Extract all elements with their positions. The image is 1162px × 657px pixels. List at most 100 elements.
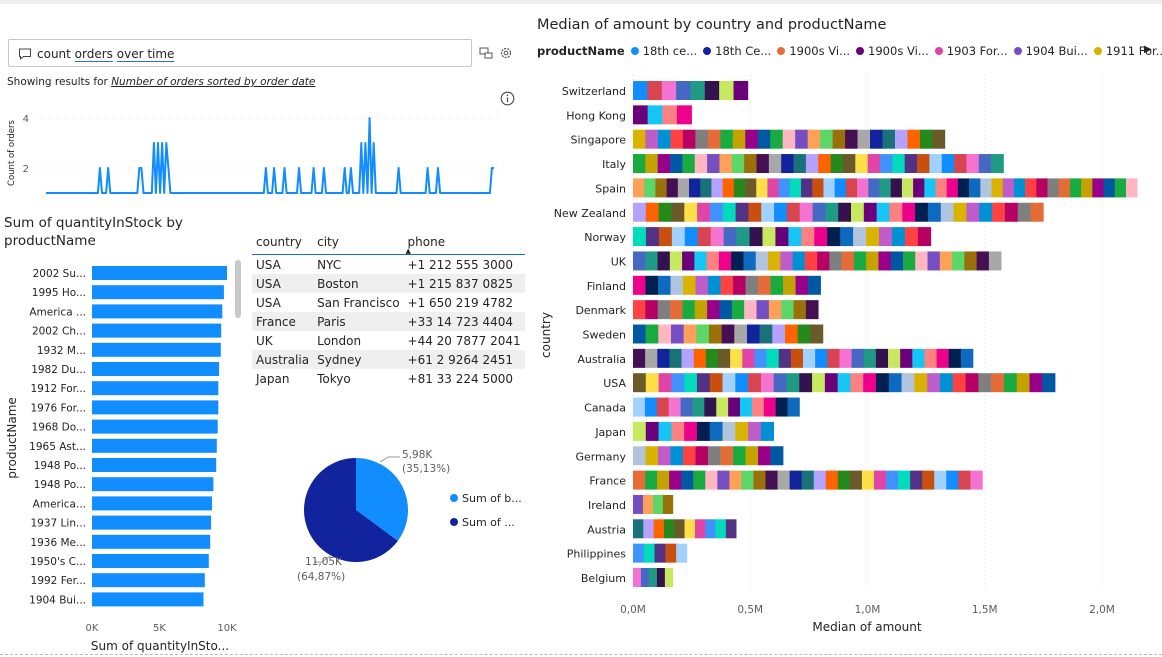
stacked-bar-segment[interactable] [879, 178, 891, 198]
stacked-bar-segment[interactable] [756, 154, 770, 174]
left-bar[interactable] [92, 496, 212, 511]
stacked-bar-segment[interactable] [829, 251, 842, 271]
stacked-bar-segment[interactable] [965, 373, 979, 393]
stacked-bar-segment[interactable] [707, 154, 720, 174]
stacked-bar-segment[interactable] [684, 421, 698, 441]
stacked-bar-segment[interactable] [633, 154, 646, 174]
stacked-bar-segment[interactable] [845, 178, 858, 198]
stacked-bar-segment[interactable] [932, 129, 946, 149]
stacked-bar-segment[interactable] [1004, 202, 1019, 222]
stacked-bar-segment[interactable] [810, 324, 824, 344]
stacked-bar-segment[interactable] [763, 397, 777, 417]
stacked-bar-segment[interactable] [924, 348, 937, 368]
stacked-bar-segment[interactable] [684, 519, 696, 539]
stacked-bar-segment[interactable] [969, 178, 981, 198]
stacked-bar-segment[interactable] [722, 178, 735, 198]
stacked-bar-segment[interactable] [863, 202, 877, 222]
stacked-bar-segment[interactable] [733, 275, 746, 295]
stacked-bar-segment[interactable] [786, 373, 800, 393]
left-bar[interactable] [92, 592, 204, 607]
stacked-bar-segment[interactable] [825, 470, 839, 490]
stacked-bar-segment[interactable] [863, 348, 877, 368]
stacked-bar-segment[interactable] [1002, 178, 1015, 198]
stacked-bar-segment[interactable] [695, 129, 709, 149]
pie-slice[interactable] [304, 458, 398, 562]
stacked-bar-segment[interactable] [644, 178, 656, 198]
stacked-bar-segment[interactable] [633, 470, 646, 490]
stacked-bar-segment[interactable] [757, 129, 771, 149]
stacked-bar-segment[interactable] [902, 202, 916, 222]
stacked-bar-segment[interactable] [789, 470, 802, 490]
stacked-bar-segment[interactable] [1069, 178, 1082, 198]
stacked-bar-segment[interactable] [684, 227, 699, 247]
stacked-bar-segment[interactable] [824, 373, 838, 393]
stacked-bar-segment[interactable] [904, 154, 918, 174]
stacked-bar-segment[interactable] [721, 324, 735, 344]
stacked-bar-segment[interactable] [939, 251, 953, 271]
stacked-bar-segment[interactable] [797, 324, 811, 344]
stacked-bar-segment[interactable] [709, 202, 724, 222]
stacked-bar-segment[interactable] [805, 154, 819, 174]
stacked-bar-segment[interactable] [889, 202, 903, 222]
left-bar[interactable] [92, 304, 223, 319]
stacked-bar-segment[interactable] [1092, 178, 1104, 198]
stacked-bar-segment[interactable] [957, 178, 970, 198]
left-bar-scrollbar[interactable] [235, 260, 241, 318]
stacked-bar-segment[interactable] [640, 568, 650, 587]
stacked-bar-segment[interactable] [745, 275, 759, 295]
stacked-bar-segment[interactable] [682, 129, 696, 149]
legend-item[interactable]: 18th ce... [630, 44, 697, 58]
stacked-bar-segment[interactable] [801, 178, 813, 198]
stacked-bar-segment[interactable] [817, 251, 830, 271]
table-row[interactable]: Japan Tokyo +81 33 224 5000 [252, 369, 525, 388]
stacked-bar-segment[interactable] [689, 178, 701, 198]
stacked-bar-segment[interactable] [964, 251, 977, 271]
stacked-bar-segment[interactable] [954, 154, 967, 174]
stacked-bar-segment[interactable] [645, 251, 658, 271]
table-row[interactable]: UK London +44 20 7877 2041 [252, 331, 525, 350]
stacked-bar-segment[interactable] [880, 154, 893, 174]
stacked-bar-segment[interactable] [778, 178, 791, 198]
stacked-bar-segment[interactable] [980, 178, 992, 198]
stacked-bar-segment[interactable] [1081, 178, 1093, 198]
stacked-bar-segment[interactable] [795, 275, 809, 295]
stacked-bar-segment[interactable] [801, 227, 815, 247]
stacked-bar-segment[interactable] [851, 202, 865, 222]
stacked-bar-segment[interactable] [719, 154, 733, 174]
stacked-bar-segment[interactable] [882, 129, 896, 149]
stacked-bar-segment[interactable] [820, 129, 833, 149]
stacked-bar-segment[interactable] [915, 202, 929, 222]
stacked-bar-segment[interactable] [941, 154, 955, 174]
stacked-bar-segment[interactable] [751, 397, 765, 417]
stacked-bar-segment[interactable] [818, 154, 831, 174]
stacked-bar-segment[interactable] [671, 373, 685, 393]
stacked-bar-segment[interactable] [914, 373, 928, 393]
stacked-bar-segment[interactable] [730, 348, 743, 368]
stacked-bar-segment[interactable] [837, 470, 851, 490]
stacked-bar-segment[interactable] [696, 421, 711, 441]
stacked-bar-segment[interactable] [830, 154, 844, 174]
stacked-bar-segment[interactable] [670, 324, 684, 344]
stacked-bar-segment[interactable] [705, 348, 719, 368]
stacked-bar-segment[interactable] [645, 470, 658, 490]
stacked-bar-segment[interactable] [837, 373, 851, 393]
stacked-bar-segment[interactable] [851, 348, 865, 368]
stacked-bar-segment[interactable] [676, 105, 692, 125]
stacked-bar-segment[interactable] [735, 421, 749, 441]
table-row[interactable]: USA Boston +1 215 837 0825 [252, 274, 525, 293]
stacked-bar-segment[interactable] [801, 470, 815, 490]
stacked-bar-segment[interactable] [684, 373, 698, 393]
stacked-bar-segment[interactable] [758, 275, 771, 295]
table-row[interactable]: France Paris +33 14 723 4404 [252, 312, 525, 331]
pie-legend-item[interactable]: Sum of ... [450, 516, 515, 529]
stacked-bar-segment[interactable] [728, 397, 741, 417]
stacked-bar-segment[interactable] [789, 178, 802, 198]
stacked-bar-segment[interactable] [657, 251, 671, 271]
stacked-bar-segment[interactable] [633, 129, 646, 149]
stacked-bar-segment[interactable] [912, 348, 925, 368]
legend-item[interactable]: 1903 For... [934, 44, 1008, 58]
stacked-bar-segment[interactable] [732, 129, 746, 149]
stacked-bar-segment[interactable] [723, 227, 737, 247]
stacked-bar-segment[interactable] [720, 129, 734, 149]
stacked-bar-segment[interactable] [768, 300, 782, 320]
